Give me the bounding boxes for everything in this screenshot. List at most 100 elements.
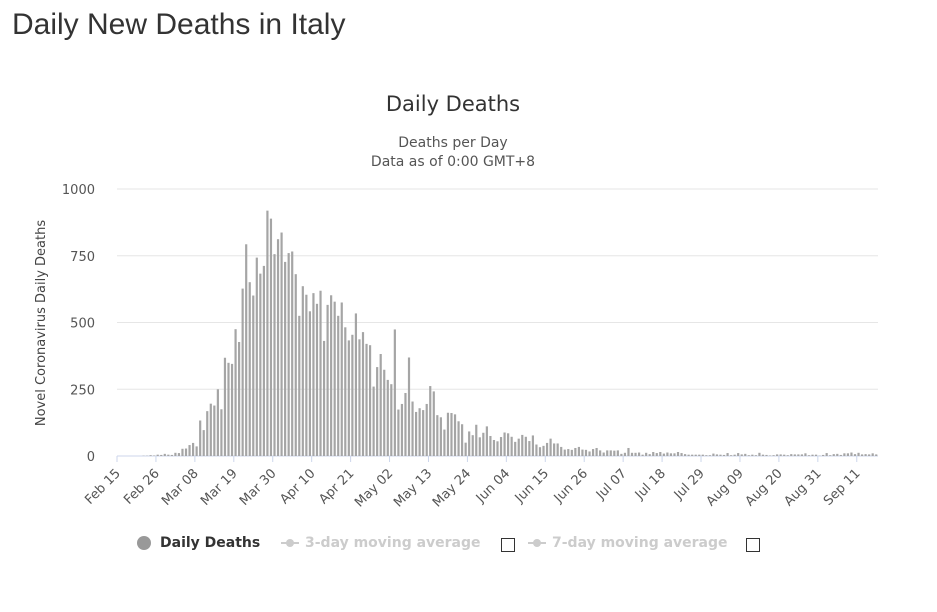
bar[interactable] <box>850 452 853 456</box>
bar[interactable] <box>556 443 559 456</box>
bar[interactable] <box>836 453 839 456</box>
bar[interactable] <box>627 447 630 456</box>
bar[interactable] <box>400 403 404 456</box>
bar[interactable] <box>379 354 382 456</box>
bar[interactable] <box>641 454 644 456</box>
bar[interactable] <box>188 445 191 456</box>
bar[interactable] <box>751 454 754 456</box>
bar[interactable] <box>482 432 485 456</box>
bar[interactable] <box>404 392 407 456</box>
bar[interactable] <box>860 454 864 456</box>
bar[interactable] <box>733 454 736 456</box>
bar[interactable] <box>535 444 538 456</box>
bar[interactable] <box>698 454 701 456</box>
bar[interactable] <box>747 455 750 456</box>
bar[interactable] <box>715 454 719 456</box>
bar[interactable] <box>772 455 775 456</box>
bar[interactable] <box>726 453 729 456</box>
bar[interactable] <box>705 455 708 456</box>
bar[interactable] <box>754 455 757 456</box>
bar[interactable] <box>602 452 605 456</box>
bar[interactable] <box>195 446 198 456</box>
bar[interactable] <box>184 448 188 456</box>
bar[interactable] <box>722 454 726 456</box>
bar[interactable] <box>577 446 580 456</box>
bar[interactable] <box>613 450 616 456</box>
bar[interactable] <box>206 411 209 456</box>
bar[interactable] <box>340 302 343 456</box>
bar[interactable] <box>648 454 651 456</box>
bar[interactable] <box>846 453 850 456</box>
bar[interactable] <box>192 442 195 456</box>
bar[interactable] <box>461 424 464 456</box>
bar[interactable] <box>368 345 372 456</box>
bar[interactable] <box>790 454 793 456</box>
7-day-average-checkbox[interactable] <box>746 538 760 552</box>
bar[interactable] <box>149 455 152 456</box>
bar[interactable] <box>432 391 435 456</box>
legend-item-3-day-average[interactable]: 3-day moving average <box>281 535 481 551</box>
bar[interactable] <box>177 453 181 456</box>
bar[interactable] <box>776 454 779 456</box>
bar[interactable] <box>793 454 796 456</box>
bar[interactable] <box>199 420 202 456</box>
bar[interactable] <box>358 339 361 456</box>
bar[interactable] <box>407 357 411 456</box>
bar[interactable] <box>691 454 694 456</box>
bar[interactable] <box>156 454 159 456</box>
bar[interactable] <box>259 273 262 456</box>
bar[interactable] <box>779 454 782 456</box>
bar[interactable] <box>312 293 315 456</box>
bar[interactable] <box>591 449 595 456</box>
bar[interactable] <box>786 455 789 456</box>
bar[interactable] <box>737 453 740 456</box>
bar[interactable] <box>510 436 513 456</box>
bar[interactable] <box>868 454 871 456</box>
bar[interactable] <box>475 424 478 456</box>
bar[interactable] <box>875 454 878 456</box>
bar[interactable] <box>492 439 496 456</box>
legend-item-7-day-average[interactable]: 7-day moving average <box>528 535 728 551</box>
bar[interactable] <box>468 431 471 456</box>
bar[interactable] <box>669 453 673 456</box>
bar[interactable] <box>864 454 867 456</box>
bar[interactable] <box>489 435 492 456</box>
bar[interactable] <box>298 315 301 456</box>
bar[interactable] <box>687 454 690 456</box>
bar[interactable] <box>220 409 223 456</box>
bar[interactable] <box>694 454 697 456</box>
bar[interactable] <box>170 454 173 456</box>
bar[interactable] <box>213 405 216 456</box>
bar[interactable] <box>807 455 811 456</box>
bar[interactable] <box>443 429 446 456</box>
bar[interactable] <box>634 452 637 456</box>
bar[interactable] <box>181 448 184 456</box>
bar[interactable] <box>857 452 860 456</box>
bar[interactable] <box>241 288 244 456</box>
bar[interactable] <box>744 453 747 456</box>
bar[interactable] <box>429 386 432 456</box>
bar[interactable] <box>839 454 842 456</box>
bar[interactable] <box>730 455 733 456</box>
bar[interactable] <box>521 434 524 456</box>
bar[interactable] <box>652 452 655 456</box>
bar[interactable] <box>832 454 835 456</box>
bar[interactable] <box>376 367 379 456</box>
bar[interactable] <box>280 232 283 456</box>
bar[interactable] <box>330 295 333 456</box>
bar[interactable] <box>655 453 658 456</box>
bar[interactable] <box>740 454 743 456</box>
bar[interactable] <box>209 403 212 456</box>
bar[interactable] <box>326 304 329 456</box>
bar[interactable] <box>588 451 591 456</box>
bar[interactable] <box>560 446 563 456</box>
bar[interactable] <box>414 411 418 456</box>
bar[interactable] <box>804 453 807 456</box>
bar[interactable] <box>676 452 680 456</box>
bar[interactable] <box>514 441 517 456</box>
bar[interactable] <box>294 274 297 456</box>
bar[interactable] <box>545 442 549 456</box>
bar[interactable] <box>599 450 602 456</box>
bar[interactable] <box>563 449 566 456</box>
bar[interactable] <box>503 432 506 457</box>
